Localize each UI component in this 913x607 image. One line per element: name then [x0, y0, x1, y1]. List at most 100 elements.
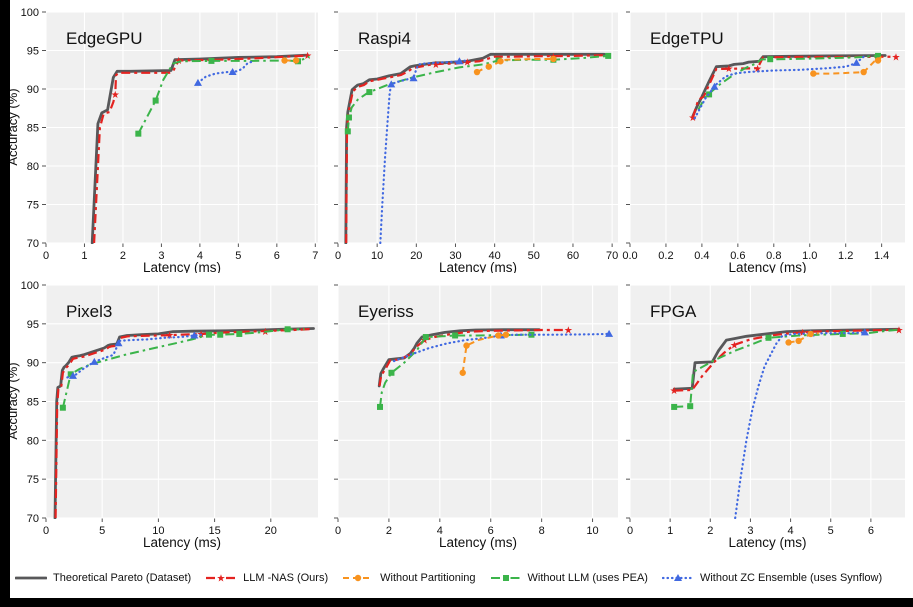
without_llm-marker	[152, 97, 159, 104]
x-tick-label: 1	[667, 525, 673, 537]
x-tick-label: 10	[371, 250, 383, 262]
x-tick-label: 6	[868, 525, 874, 537]
x-tick-label: 6	[274, 250, 280, 262]
pareto-figure: Accuracy (%) Accuracy (%) 0 1 2 3 4 5 6 7 70 75 80…	[10, 0, 913, 598]
x-tick-label: 1.0	[802, 250, 817, 262]
legend-item-without_partitioning: Without Partitioning	[342, 571, 476, 585]
without_partitioning-marker	[874, 57, 882, 64]
llm_nas-marker: ★	[670, 386, 679, 397]
llm_nas-marker: ★	[303, 51, 312, 62]
x-tick-label: 4	[788, 525, 794, 537]
without_partitioning-marker	[459, 369, 466, 376]
x-tick-label: 0.2	[658, 250, 673, 262]
without_zc-marker	[193, 78, 202, 86]
x-tick-label: 15	[208, 525, 220, 537]
y-tick-label: 90	[27, 358, 39, 370]
without_llm-marker	[59, 404, 66, 411]
without_llm-marker	[687, 403, 694, 410]
x-tick-label: 20	[265, 525, 277, 537]
x-tick-label: 10	[586, 525, 598, 537]
without_partitioning-marker	[502, 331, 510, 338]
panel-title: Pixel3	[66, 302, 112, 321]
panel-eyeriss: 0 2 4 6 8 10 ★ ★ Eyeriss Latency (ms)	[334, 284, 618, 550]
llm_nas-marker: ★	[564, 326, 573, 337]
pareto-line	[344, 52, 606, 244]
x-tick-label: 20	[410, 250, 422, 262]
y-tick-label: 100	[21, 7, 39, 19]
without_zc-line	[734, 331, 866, 519]
without_llm-marker	[217, 331, 224, 338]
x-tick-label: 30	[449, 250, 461, 262]
without_llm-marker	[366, 89, 373, 96]
llm_nas-line	[54, 327, 314, 519]
legend-label: LLM -NAS (Ours)	[243, 572, 329, 584]
llm_nas-marker: ★	[730, 340, 739, 351]
panel-title: FPGA	[650, 302, 697, 321]
legend-label: Without LLM (uses PEA)	[527, 572, 648, 584]
y-tick-label: 80	[27, 435, 39, 447]
without_llm-marker	[671, 403, 678, 410]
y-tick-label: 95	[27, 319, 39, 331]
x-tick-label: 0.0	[622, 250, 637, 262]
without_llm-line	[61, 328, 305, 408]
llm_nas-line	[345, 54, 609, 244]
x-tick-label: 1.2	[838, 250, 853, 262]
x-tick-label: 6	[488, 525, 494, 537]
without_zc-marker	[409, 74, 418, 82]
without_partitioning-line	[788, 332, 819, 344]
y-tick-label: 70	[27, 238, 39, 250]
without_llm-marker	[765, 334, 772, 341]
panel-edgetpu: 0.0 0.2 0.4 0.6 0.8 1.0 1.2 1.4 ★ ★ ★ ★ EdgeTPU Laten…	[622, 11, 905, 273]
without_zc-marker	[605, 329, 614, 337]
legend-sample-pareto	[15, 576, 47, 580]
x-tick-label: 3	[747, 525, 753, 537]
without_llm-marker	[388, 369, 395, 376]
y-tick-label: 100	[21, 280, 39, 292]
legend-sample-without_partitioning	[343, 574, 374, 582]
panel-title: EdgeTPU	[650, 29, 724, 48]
panel-title: Raspi4	[358, 29, 411, 48]
without_llm-marker	[236, 330, 243, 337]
without_zc-marker	[455, 57, 464, 65]
llm_nas-marker: ★	[724, 64, 733, 75]
x-tick-label: 70	[606, 250, 618, 262]
x-tick-label: 4	[197, 250, 203, 262]
llm_nas-line	[93, 54, 308, 244]
without_llm-marker	[767, 56, 774, 63]
x-tick-label: 0	[627, 525, 633, 537]
llm_nas-marker: ★	[463, 58, 472, 69]
without_llm-marker	[422, 334, 429, 341]
without_partitioning-marker	[785, 339, 792, 346]
llm_nas-marker: ★	[894, 325, 903, 336]
legend-item-pareto: Theoretical Pareto (Dataset)	[15, 571, 191, 585]
llm_nas-line	[691, 55, 897, 118]
legend-sample-llm_nas: ★	[206, 574, 237, 585]
without_llm-marker	[208, 57, 215, 64]
y-tick-label: 80	[27, 161, 39, 173]
pareto-line	[53, 327, 315, 519]
without_partitioning-marker	[807, 330, 814, 338]
without_partitioning-line	[813, 56, 883, 75]
x-tick-label: 5	[828, 525, 834, 537]
x-tick-label: 0.4	[694, 250, 709, 262]
x-axis-label: Latency (ms)	[439, 535, 517, 550]
without_zc-marker	[860, 328, 869, 336]
x-tick-label: 1.4	[874, 250, 889, 262]
legend-star-icon: ★	[217, 574, 226, 585]
pareto-line	[691, 54, 887, 118]
without_llm-marker	[875, 52, 882, 59]
without_partitioning-marker	[473, 68, 481, 76]
pareto-line	[377, 328, 541, 388]
legend-triangle-icon	[673, 574, 682, 581]
llm_nas-marker: ★	[420, 336, 429, 347]
legend-item-without_zc: Without ZC Ensemble (uses Synflow)	[661, 571, 882, 585]
x-axis-label: Latency (ms)	[143, 535, 221, 550]
legend-item-without_llm: Without LLM (uses PEA)	[490, 571, 648, 585]
y-tick-label: 85	[27, 397, 39, 409]
llm_nas-marker: ★	[753, 64, 762, 75]
x-tick-label: 0.8	[766, 250, 781, 262]
without_partitioning-marker	[810, 70, 817, 77]
legend-circle-icon	[354, 574, 362, 582]
